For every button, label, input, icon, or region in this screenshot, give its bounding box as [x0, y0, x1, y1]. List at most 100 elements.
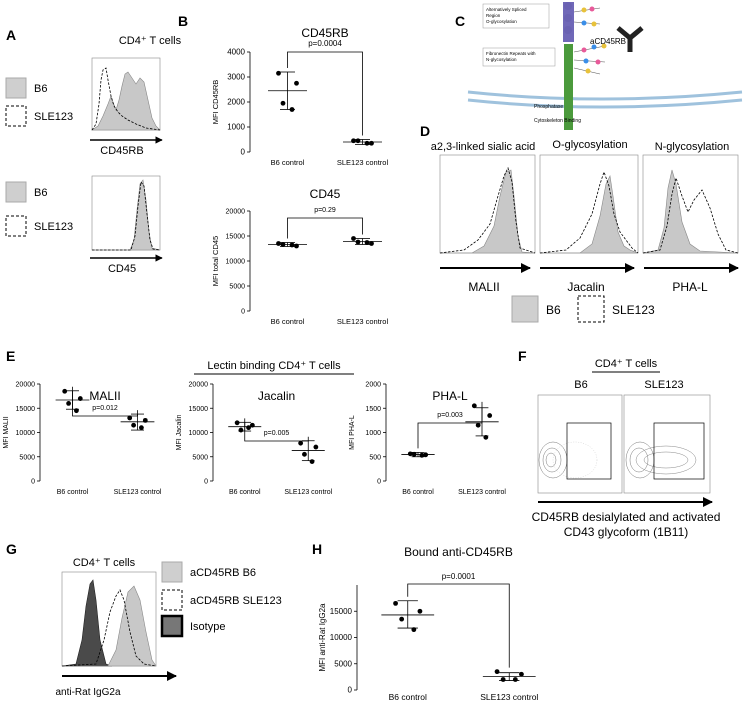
histogram-bound-antibody [61, 571, 157, 667]
panel-d-letter: D [420, 123, 430, 139]
chart-cd45rb: CD45RB 0 1000 2000 3000 4000 MFI CD45RB B6 cont… [211, 26, 388, 167]
y-tick-label: 10000 [189, 430, 209, 437]
legend-label-b6-2: B6 [34, 187, 47, 199]
data-point [519, 671, 524, 677]
panel-g-title: CD4⁺ T cells [73, 557, 136, 569]
category-label: SLE123 control [458, 489, 506, 496]
legend-swatch-sle123 [5, 105, 27, 127]
y-axis-label: MFI CD45RB [211, 80, 220, 125]
y-tick-label: 20000 [226, 209, 246, 216]
data-point [483, 434, 489, 440]
histogram-malii [439, 154, 536, 254]
legend-swatch-d-sle123 [577, 295, 605, 323]
data-point [369, 241, 374, 246]
data-point [294, 243, 299, 249]
category-label: SLE123 control [480, 692, 538, 702]
label-antibody: aCD45RB [590, 37, 626, 46]
gate-b6 [566, 422, 612, 480]
histogram-cd45rb [91, 57, 161, 131]
panel-d-title-oglyc: O-glycosylation [552, 139, 627, 151]
y-tick-label: 0 [31, 479, 35, 486]
category-label: B6 control [389, 692, 427, 702]
y-tick-label: 2000 [365, 382, 381, 389]
legend-label-sle123-2: SLE123 [34, 221, 73, 233]
data-point [475, 422, 481, 428]
y-axis-label: MFI PHA-L [349, 415, 356, 450]
chart-malii: MALII 0 5000 10000 15000 20000 MFI MALII B6 con… [3, 382, 162, 497]
y-tick-label: 0 [204, 479, 208, 486]
cd45-protein [564, 44, 573, 130]
legend-swatch-g-sle123 [161, 589, 183, 611]
legend-label-g-b6: aCD45RB B6 [190, 567, 256, 579]
y-tick-label: 1500 [365, 406, 381, 413]
alt-spliced-region [563, 2, 574, 42]
data-point [393, 600, 398, 606]
data-point [487, 413, 493, 418]
legend-label-g-isotype: Isotype [190, 621, 225, 633]
gate-sle123 [653, 422, 705, 480]
panel-d-title-sialic: a2,3-linked sialic acid [431, 141, 536, 153]
y-tick-label: 5000 [19, 454, 35, 461]
panel-a-letter: A [6, 27, 16, 43]
panel-g-xlabel: anti-Rat IgG2a [55, 687, 120, 698]
y-tick-label: 15000 [189, 406, 209, 413]
label-fibronectin: Fibronectin Repeats with N-glycosylation [486, 51, 537, 62]
label-phosphatase: Phosphatase [534, 104, 563, 110]
membrane [467, 90, 743, 101]
data-point [364, 140, 370, 146]
xlabel-phal: PHA-L [672, 280, 708, 294]
data-point [399, 616, 405, 622]
data-point [355, 239, 361, 245]
y-tick-label: 1000 [365, 430, 381, 437]
y-tick-label: 5000 [229, 284, 245, 291]
chart-title: CD45 [310, 187, 341, 201]
data-point [309, 459, 315, 464]
category-label: SLE123 control [337, 317, 389, 326]
legend-label-g-sle123: aCD45RB SLE123 [190, 595, 282, 607]
data-point [234, 420, 240, 426]
data-point [62, 388, 68, 394]
category-label: SLE123 control [284, 489, 332, 496]
panel-f-col-b6: B6 [574, 379, 587, 391]
chart-jacalin: Jacalin 0 5000 10000 15000 20000 MFI Jacalin B6… [176, 382, 333, 497]
legend-label-d-sle123: SLE123 [612, 303, 655, 317]
p-value-label: p=0.012 [92, 405, 118, 412]
flow-plot-sle123 [623, 394, 711, 494]
xlabel-malii: MALII [468, 280, 499, 294]
data-point [276, 70, 281, 76]
chart-phal: PHA-L 0 500 1000 1500 2000 MFI PHA-L B6 control… [349, 382, 506, 497]
data-point [246, 425, 251, 431]
y-tick-label: 10000 [330, 633, 353, 642]
category-label: B6 control [57, 489, 89, 496]
panel-f-letter: F [518, 348, 527, 364]
data-point [276, 241, 281, 246]
data-point [407, 451, 413, 457]
legend-label-d-b6: B6 [546, 303, 561, 317]
data-point [471, 403, 477, 409]
chart-cd45: CD45 0 5000 10000 15000 20000 MFI total CD45 B6… [211, 187, 388, 326]
panel-h-letter: H [312, 541, 322, 557]
chart-title: CD45RB [301, 26, 348, 40]
y-axis-label: MFI Jacalin [176, 415, 183, 451]
panel-g-letter: G [6, 541, 17, 557]
significance-bracket [287, 217, 363, 239]
y-tick-label: 15000 [16, 406, 36, 413]
chart-title: Jacalin [258, 389, 295, 403]
chart-title: PHA-L [432, 389, 468, 403]
panel-e-letter: E [6, 348, 15, 364]
category-label: B6 control [271, 158, 305, 167]
data-point [131, 422, 137, 428]
y-tick-label: 15000 [226, 234, 246, 241]
y-tick-label: 3000 [227, 73, 245, 82]
label-alt-spliced: Alternatively Spliced Region O-glycosyla… [486, 7, 528, 24]
y-tick-label: 10000 [226, 259, 246, 266]
data-point [142, 417, 148, 423]
histogram-phal [642, 154, 739, 254]
data-point [500, 677, 506, 682]
category-label: B6 control [229, 489, 261, 496]
data-point [351, 138, 356, 144]
data-point [289, 242, 295, 248]
p-value-label: p=0.003 [437, 412, 463, 419]
